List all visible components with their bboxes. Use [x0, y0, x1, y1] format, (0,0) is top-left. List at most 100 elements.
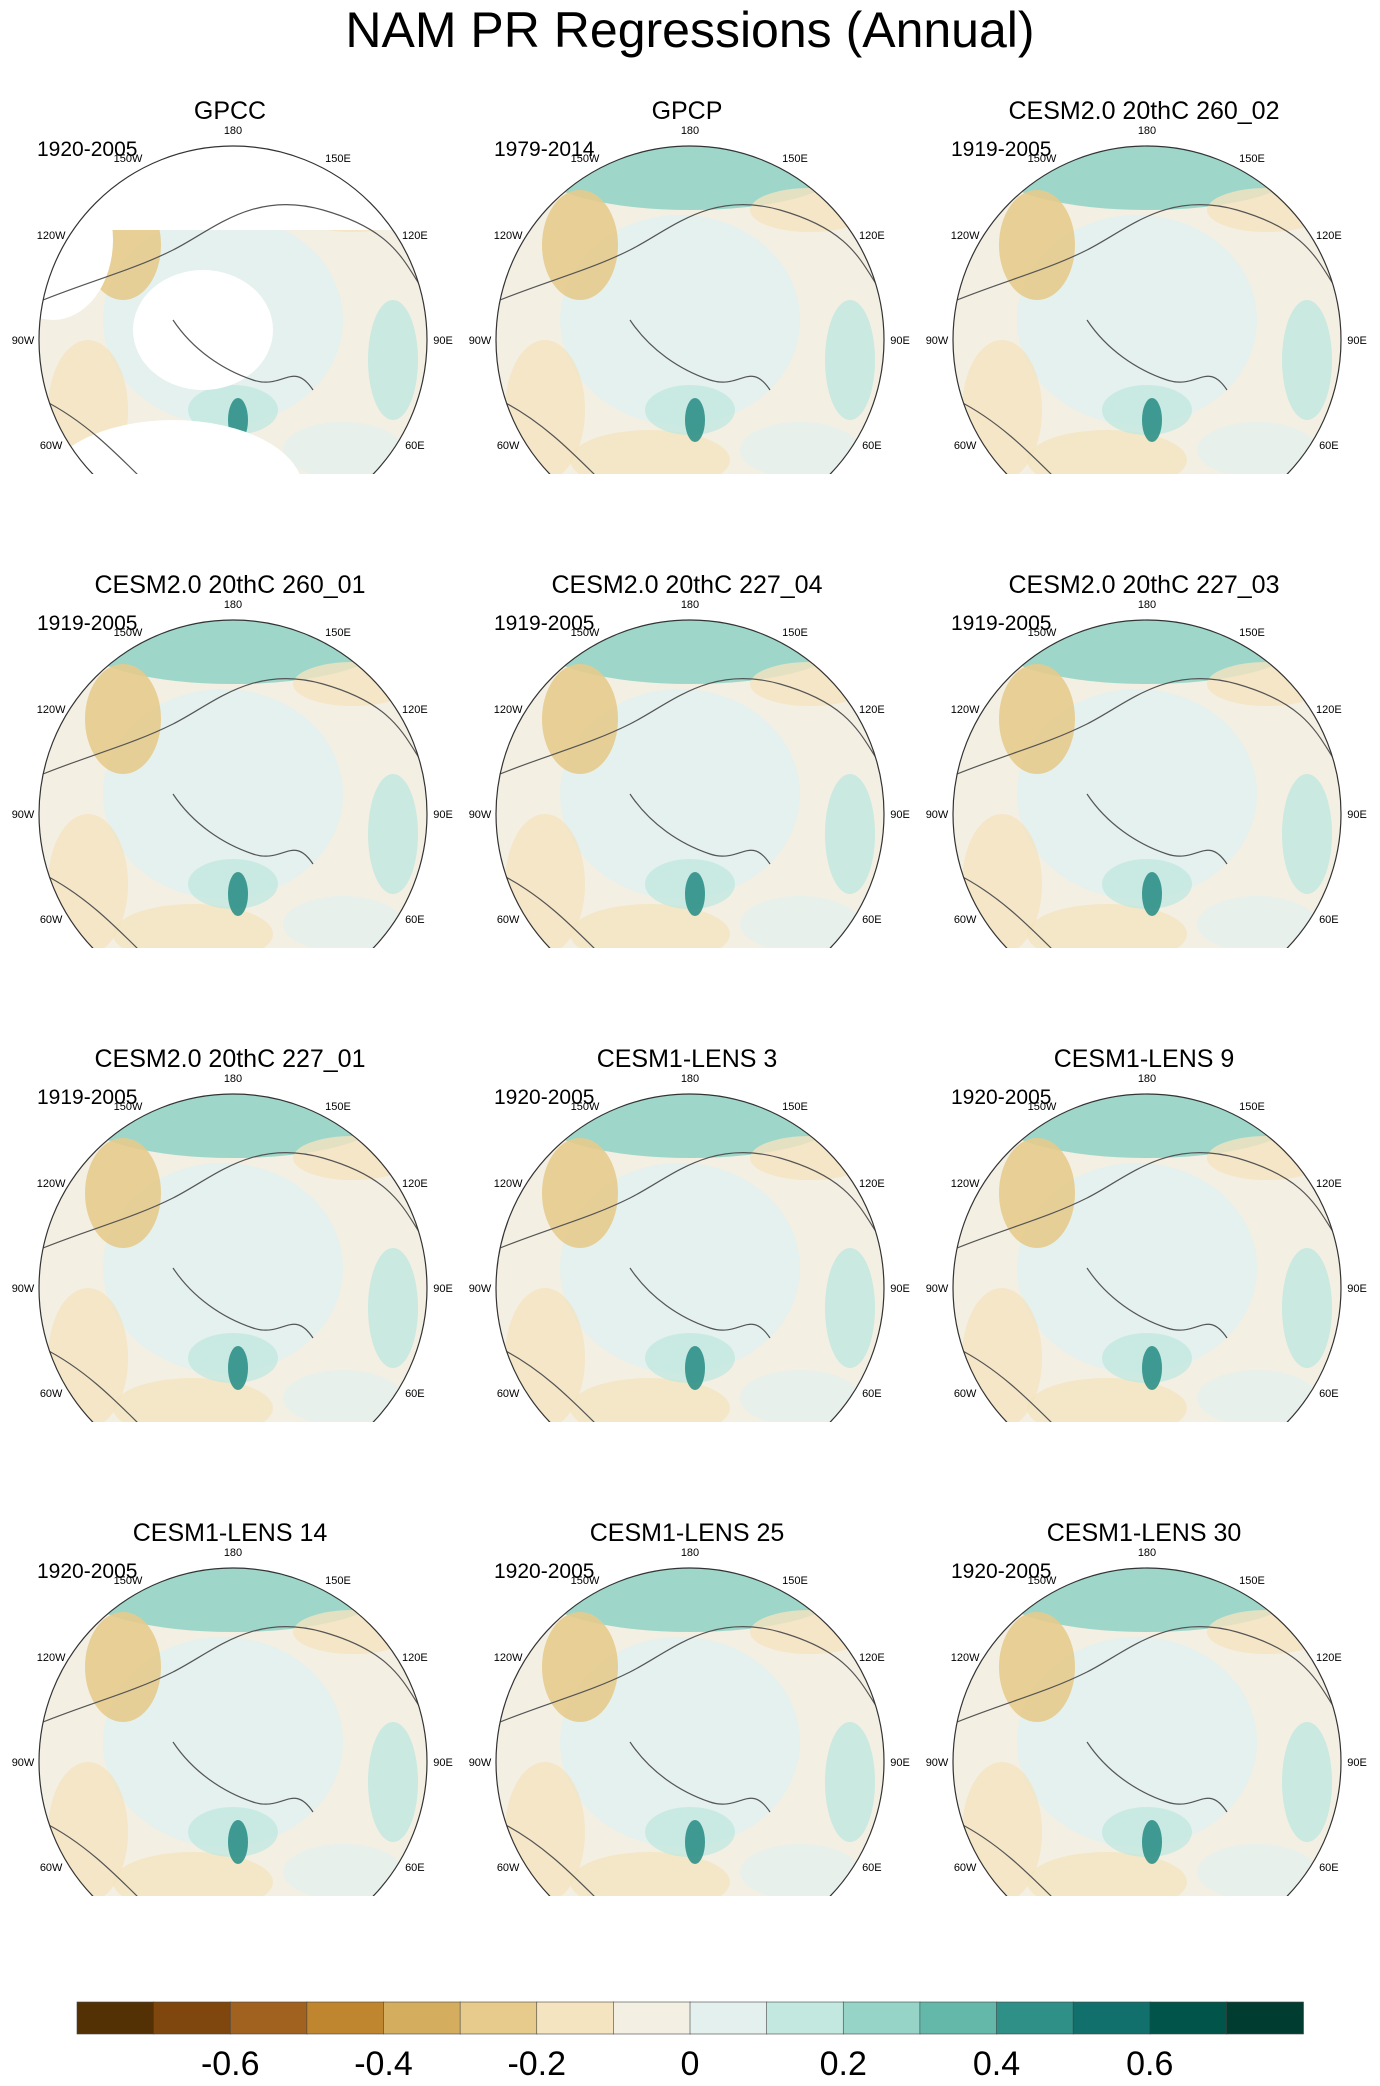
longitude-label: 90W: [12, 1757, 35, 1769]
polar-map: 180150E120E90E60E30E030W60W90W120W150W: [12, 1547, 453, 1896]
regression-field: [39, 1568, 427, 1896]
longitude-label: 180: [1138, 125, 1156, 137]
longitude-label: 90E: [1347, 1283, 1367, 1295]
longitude-label: 90W: [469, 1757, 492, 1769]
longitude-label: 90E: [433, 1283, 453, 1295]
period-label: 1920-2005: [37, 1560, 138, 1583]
longitude-label: 150W: [1028, 1101, 1057, 1113]
longitude-label: 60W: [954, 440, 977, 452]
colorbar-tick-label: -0.2: [507, 2045, 566, 2083]
polar-map: 180150E120E90E60E30E030W60W90W120W150W: [12, 125, 453, 474]
longitude-label: 120E: [402, 1178, 428, 1190]
colorbar-swatch: [536, 2001, 615, 2035]
longitude-label: 60E: [405, 914, 425, 926]
map-boundary: [952, 1567, 1342, 1896]
longitude-label: 60E: [1319, 1862, 1339, 1874]
panel-title: GPCP: [651, 97, 723, 125]
longitude-label: 90W: [12, 809, 35, 821]
longitude-label: 90E: [433, 809, 453, 821]
period-label: 1920-2005: [494, 1086, 595, 1109]
polar-map: 180150E120E90E60E30E030W60W90W120W150W: [12, 1073, 453, 1422]
period-label: 1920-2005: [37, 138, 138, 161]
polar-map: 180150E120E90E60E30E030W60W90W120W150W: [469, 1547, 910, 1896]
longitude-label: 90E: [890, 335, 910, 347]
panel-title: CESM1-LENS 30: [1046, 1519, 1242, 1547]
longitude-label: 120E: [1316, 230, 1342, 242]
longitude-label: 120W: [951, 230, 980, 242]
longitude-label: 120E: [1316, 1652, 1342, 1664]
longitude-label: 120W: [951, 1652, 980, 1664]
panel-title: CESM2.0 20thC 260_01: [94, 571, 366, 599]
colorbar-swatch: [1072, 2001, 1151, 2035]
longitude-label: 180: [681, 1547, 699, 1559]
longitude-label: 180: [681, 125, 699, 137]
map-boundary: [495, 1093, 885, 1422]
period-label: 1919-2005: [951, 138, 1052, 161]
map-panel: CESM1-LENS 31920-2005180150E120E90E60E30…: [457, 948, 917, 1422]
longitude-label: 120E: [1316, 1178, 1342, 1190]
longitude-label: 60E: [862, 914, 882, 926]
longitude-label: 60E: [405, 1862, 425, 1874]
map-boundary: [952, 145, 1342, 474]
panel-title: CESM1-LENS 25: [589, 1519, 785, 1547]
map-panel: CESM1-LENS 301920-2005180150E120E90E60E3…: [914, 1422, 1374, 1896]
longitude-label: 60W: [40, 440, 63, 452]
figure-title: NAM PR Regressions (Annual): [345, 2, 1035, 58]
longitude-label: 60E: [405, 440, 425, 452]
map-boundary: [495, 145, 885, 474]
longitude-label: 150W: [1028, 153, 1057, 165]
longitude-label: 60W: [40, 1388, 63, 1400]
longitude-label: 60W: [497, 1862, 520, 1874]
longitude-label: 60E: [1319, 914, 1339, 926]
map-panel: CESM2.0 20thC 227_04 1919-2005 180 150E 120E…: [457, 474, 917, 948]
longitude-label: 120W: [951, 704, 980, 716]
map-panel: GPCP1979-2014180150E120E90E60E30E030W60W…: [457, 0, 917, 474]
colorbar-swatch: [229, 2001, 308, 2035]
period-label: 1919-2005: [37, 1086, 138, 1109]
longitude-label: 60W: [954, 1388, 977, 1400]
longitude-label: 180: [1138, 1073, 1156, 1085]
longitude-label: 60W: [40, 1862, 63, 1874]
longitude-label: 60W: [954, 914, 977, 926]
map-panel: CESM2.0 20thC 260_02 1919-2005 180 150E 120E…: [914, 0, 1374, 474]
colorbar-swatch: [306, 2001, 385, 2035]
longitude-label: 120W: [37, 1652, 66, 1664]
polar-map: 180150E120E90E60E30E030W60W90W120W150W: [469, 125, 910, 474]
longitude-label: 120W: [494, 230, 523, 242]
map-boundary: [495, 1567, 885, 1896]
regression-field: [953, 1568, 1341, 1896]
longitude-label: 120W: [494, 1652, 523, 1664]
longitude-label: 180: [224, 599, 242, 611]
colorbar-swatch: [383, 2001, 461, 2035]
longitude-label: 60W: [497, 914, 520, 926]
longitude-label: 150E: [325, 1101, 351, 1113]
period-label: 1920-2005: [951, 1086, 1052, 1109]
longitude-label: 90E: [1347, 1757, 1367, 1769]
longitude-label: 120E: [402, 1652, 428, 1664]
longitude-label: 150E: [782, 627, 808, 639]
longitude-label: 120E: [859, 1178, 885, 1190]
longitude-label: 180: [224, 1073, 242, 1085]
period-label: 1919-2005: [37, 612, 138, 635]
longitude-label: 60W: [40, 914, 63, 926]
panel-title: CESM2.0 20thC 227_01: [94, 1045, 366, 1073]
regression-field: [496, 146, 884, 474]
regression-field: [39, 1094, 427, 1422]
longitude-label: 150W: [114, 1101, 143, 1113]
regression-field: [953, 1094, 1341, 1422]
map-boundary: [38, 619, 428, 948]
longitude-label: 90E: [1347, 335, 1367, 347]
panel-title: CESM1-LENS 3: [596, 1045, 778, 1073]
longitude-label: 90W: [926, 335, 949, 347]
longitude-label: 90E: [890, 1757, 910, 1769]
longitude-label: 60E: [1319, 1388, 1339, 1400]
panel-title: CESM1-LENS 9: [1053, 1045, 1235, 1073]
longitude-label: 180: [224, 125, 242, 137]
colorbar-swatch: [1226, 2001, 1304, 2035]
colorbar-swatch: [766, 2001, 845, 2035]
regression-field: [496, 1568, 884, 1896]
longitude-label: 60W: [954, 1862, 977, 1874]
longitude-label: 150E: [782, 1575, 808, 1587]
longitude-label: 180: [1138, 1547, 1156, 1559]
longitude-label: 150E: [1239, 153, 1265, 165]
